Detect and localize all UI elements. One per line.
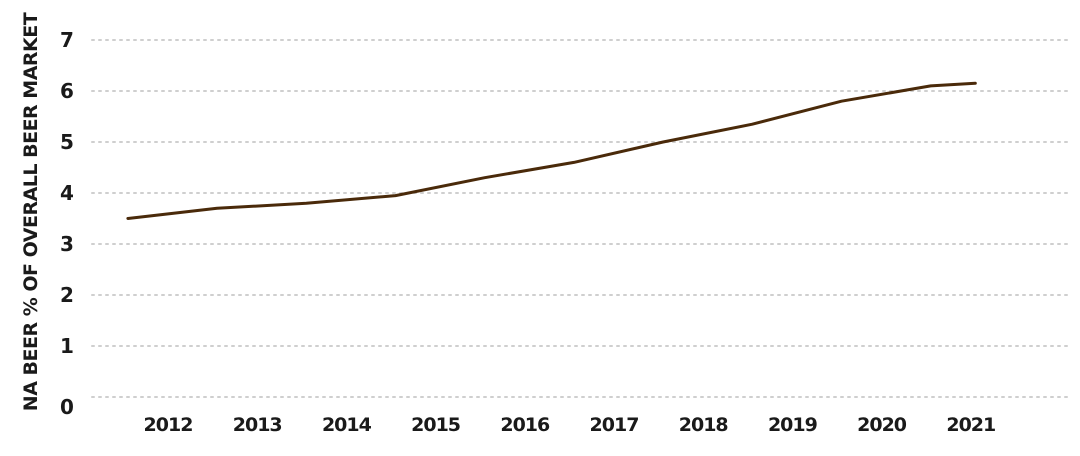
y-tick-label-5: 5 [60,130,74,154]
x-axis-ticks: 2012 2013 2014 2015 2016 2017 2018 2019 2020 2021 [144,414,997,436]
x-tick-label-2021: 2021 [946,414,995,436]
y-tick-label-7: 7 [60,28,74,52]
grid-layer [91,39,1073,398]
y-tick-label-0: 0 [60,395,74,419]
x-tick-label-2015: 2015 [411,414,460,436]
x-tick-label-2017: 2017 [590,414,639,436]
x-tick-label-2018: 2018 [679,414,729,436]
x-tick-label-2012: 2012 [144,414,193,436]
series-layer [126,81,977,220]
x-tick-label-2020: 2020 [857,414,907,436]
x-tick-label-2013: 2013 [233,414,282,436]
y-tick-label-1: 1 [60,334,74,358]
series-line-0 [126,81,977,220]
y-tick-label-3: 3 [60,232,74,256]
y-tick-label-4: 4 [60,181,74,205]
y-axis-title: NA BEER % OF OVERALL BEER MARKET [20,12,42,411]
x-tick-label-2016: 2016 [500,414,550,436]
y-tick-label-2: 2 [60,283,74,307]
x-tick-label-2019: 2019 [768,414,817,436]
y-axis-ticks: 0 1 2 3 4 5 6 7 [60,28,74,419]
x-tick-label-2014: 2014 [322,414,372,436]
y-tick-label-6: 6 [60,79,74,103]
